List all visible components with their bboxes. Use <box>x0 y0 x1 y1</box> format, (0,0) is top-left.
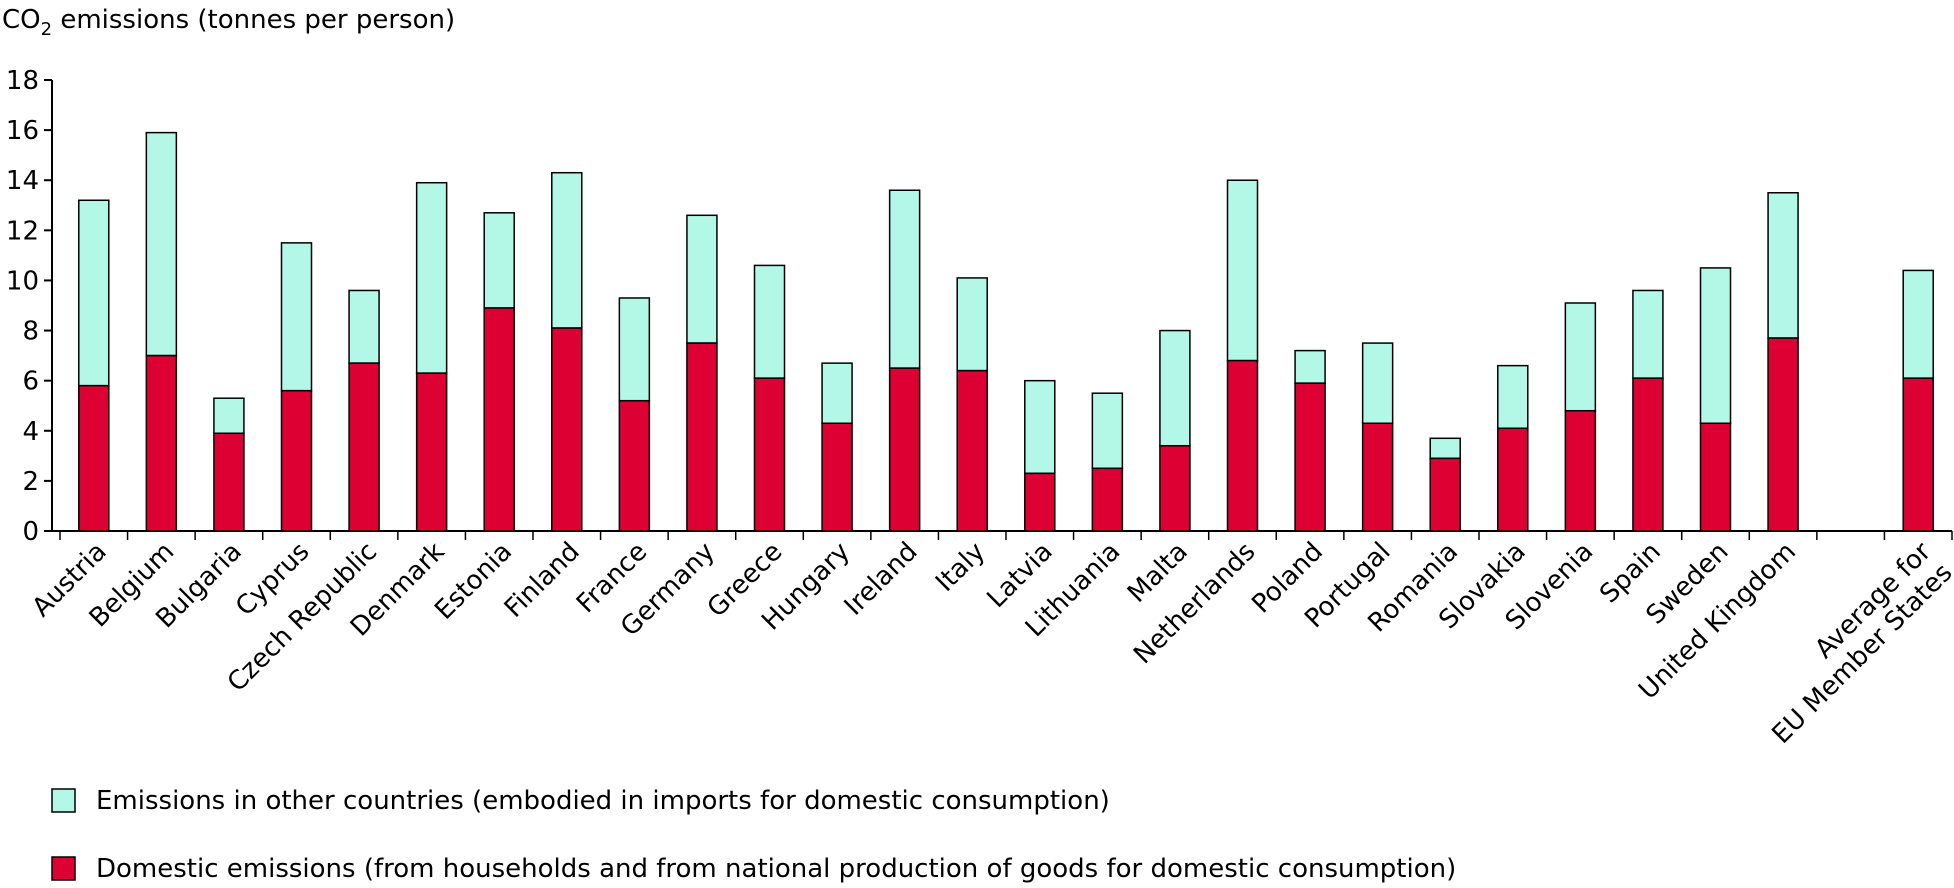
bar-segment-domestic <box>1294 382 1326 532</box>
bar-segment-domestic <box>888 367 921 532</box>
bar-segment-domestic <box>1902 377 1934 532</box>
bar-segment-domestic <box>1091 467 1124 532</box>
bar-segment-imports <box>753 264 786 379</box>
bar-segment-imports <box>348 289 380 364</box>
y-tick-label: 6 <box>22 367 39 397</box>
bar-segment-imports <box>78 199 110 387</box>
bar-segment-domestic <box>1361 422 1394 532</box>
bar-segment-domestic <box>280 389 313 532</box>
legend-swatch-domestic <box>51 856 76 881</box>
bar-segment-imports <box>1024 379 1056 475</box>
bar-segment-domestic <box>1226 359 1259 532</box>
bar-segment-domestic <box>213 432 245 532</box>
bar-segment-imports <box>280 242 313 392</box>
bar-segment-domestic <box>78 384 110 532</box>
y-tick-label: 18 <box>6 66 39 96</box>
bar-segment-domestic <box>348 362 380 532</box>
y-tick-label: 0 <box>22 517 39 547</box>
x-tick-label: Finland <box>499 537 586 624</box>
bar-segment-domestic <box>1564 409 1597 532</box>
bar-segment-imports <box>1902 269 1934 379</box>
x-tick-label: Italy <box>930 537 991 598</box>
bar-segment-imports <box>145 131 178 357</box>
bar-segment-imports <box>1699 267 1732 425</box>
bar-segment-domestic <box>1632 377 1664 532</box>
y-tick-label: 4 <box>22 417 39 447</box>
legend-label-imports: Emissions in other countries (embodied i… <box>96 786 1110 816</box>
bar-segment-imports <box>551 171 583 329</box>
bar-segment-imports <box>415 181 448 374</box>
bar-segment-imports <box>1294 349 1326 384</box>
bar-segment-domestic <box>1497 427 1529 532</box>
bar-segment-domestic <box>1024 472 1056 532</box>
bar-segment-domestic <box>956 369 988 532</box>
bar-segment-imports <box>1159 329 1191 447</box>
bar-segment-imports <box>1632 289 1664 379</box>
y-tick-label: 14 <box>6 166 39 196</box>
bar-segment-imports <box>1497 364 1529 430</box>
bars <box>78 131 1934 532</box>
bar-segment-domestic <box>145 354 178 532</box>
y-axis-label: CO2 emissions (tonnes per person) <box>2 5 455 40</box>
bar-segment-domestic <box>551 327 583 532</box>
bar-segment-imports <box>686 214 718 344</box>
y-tick-label: 8 <box>22 317 39 347</box>
bar-segment-imports <box>618 297 651 402</box>
bar-segment-domestic <box>1159 445 1191 532</box>
bar-segment-imports <box>1226 179 1259 362</box>
bar-segment-imports <box>1091 392 1124 470</box>
bar-segment-domestic <box>483 307 515 532</box>
bar-segment-imports <box>1564 302 1597 412</box>
y-tick-label: 16 <box>6 116 39 146</box>
legend-label-domestic: Domestic emissions (from households and … <box>96 854 1456 884</box>
bar-segment-imports <box>213 397 245 435</box>
bar-segment-domestic <box>618 399 651 532</box>
bar-segment-imports <box>1767 192 1799 339</box>
bar-segment-domestic <box>753 377 786 532</box>
bar-segment-imports <box>888 189 921 369</box>
bar-segment-imports <box>483 212 515 309</box>
x-tick-label: Ireland <box>839 537 924 622</box>
bar-segment-imports <box>1361 342 1394 425</box>
y-tick-label: 2 <box>22 467 39 497</box>
bar-segment-domestic <box>686 342 718 532</box>
legend-swatch-imports <box>51 788 76 813</box>
y-tick-label: 10 <box>6 266 39 296</box>
bar-segment-domestic <box>1429 457 1461 532</box>
y-tick-label: 12 <box>6 216 39 246</box>
bar-segment-domestic <box>1699 422 1732 532</box>
bar-segment-imports <box>956 277 988 372</box>
bar-segment-domestic <box>415 372 448 532</box>
bar-segment-imports <box>1429 437 1461 460</box>
bar-segment-domestic <box>1767 337 1799 532</box>
bar-segment-domestic <box>821 422 853 532</box>
legend: Emissions in other countries (embodied i… <box>51 786 1456 884</box>
bar-segment-imports <box>821 362 853 425</box>
